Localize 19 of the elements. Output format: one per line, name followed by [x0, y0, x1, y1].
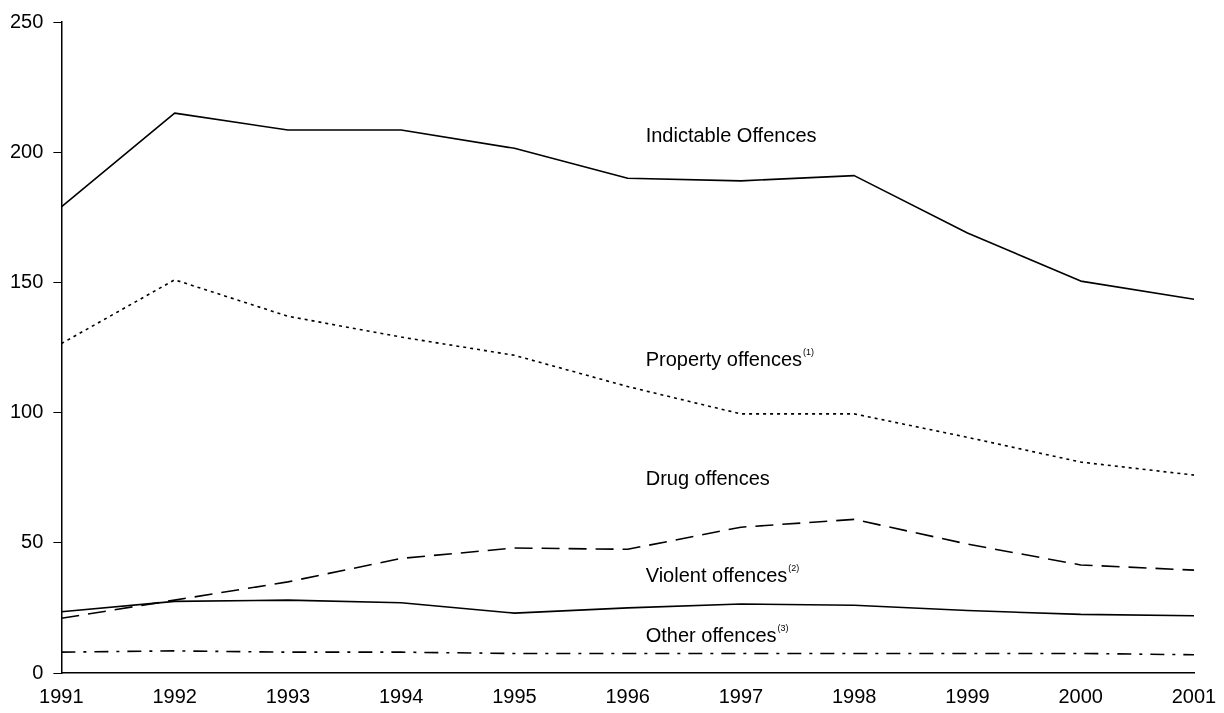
x-tick-label: 1999 — [945, 684, 990, 707]
x-tick-label: 2000 — [1058, 684, 1103, 707]
y-tick-label: 150 — [9, 269, 44, 292]
x-tick-label: 1991 — [39, 684, 84, 707]
x-tick-label: 2001 — [1171, 684, 1217, 707]
x-tick-label: 1998 — [831, 684, 877, 707]
x-tick-label: 1992 — [152, 684, 197, 707]
x-tick-label: 1996 — [605, 684, 650, 707]
x-tick-label: 1994 — [378, 684, 424, 707]
series-label: Drug offences — [645, 466, 770, 489]
x-tick-label: 1995 — [492, 684, 537, 707]
y-tick-label: 50 — [21, 530, 44, 553]
y-tick-label: 200 — [9, 139, 44, 162]
y-tick-label: 100 — [9, 400, 44, 423]
series-label: Indictable Offences — [645, 123, 817, 146]
y-tick-label: 250 — [9, 9, 44, 32]
x-tick-label: 1997 — [718, 684, 764, 707]
x-tick-label: 1993 — [265, 684, 311, 707]
y-tick-label: 0 — [32, 660, 44, 683]
